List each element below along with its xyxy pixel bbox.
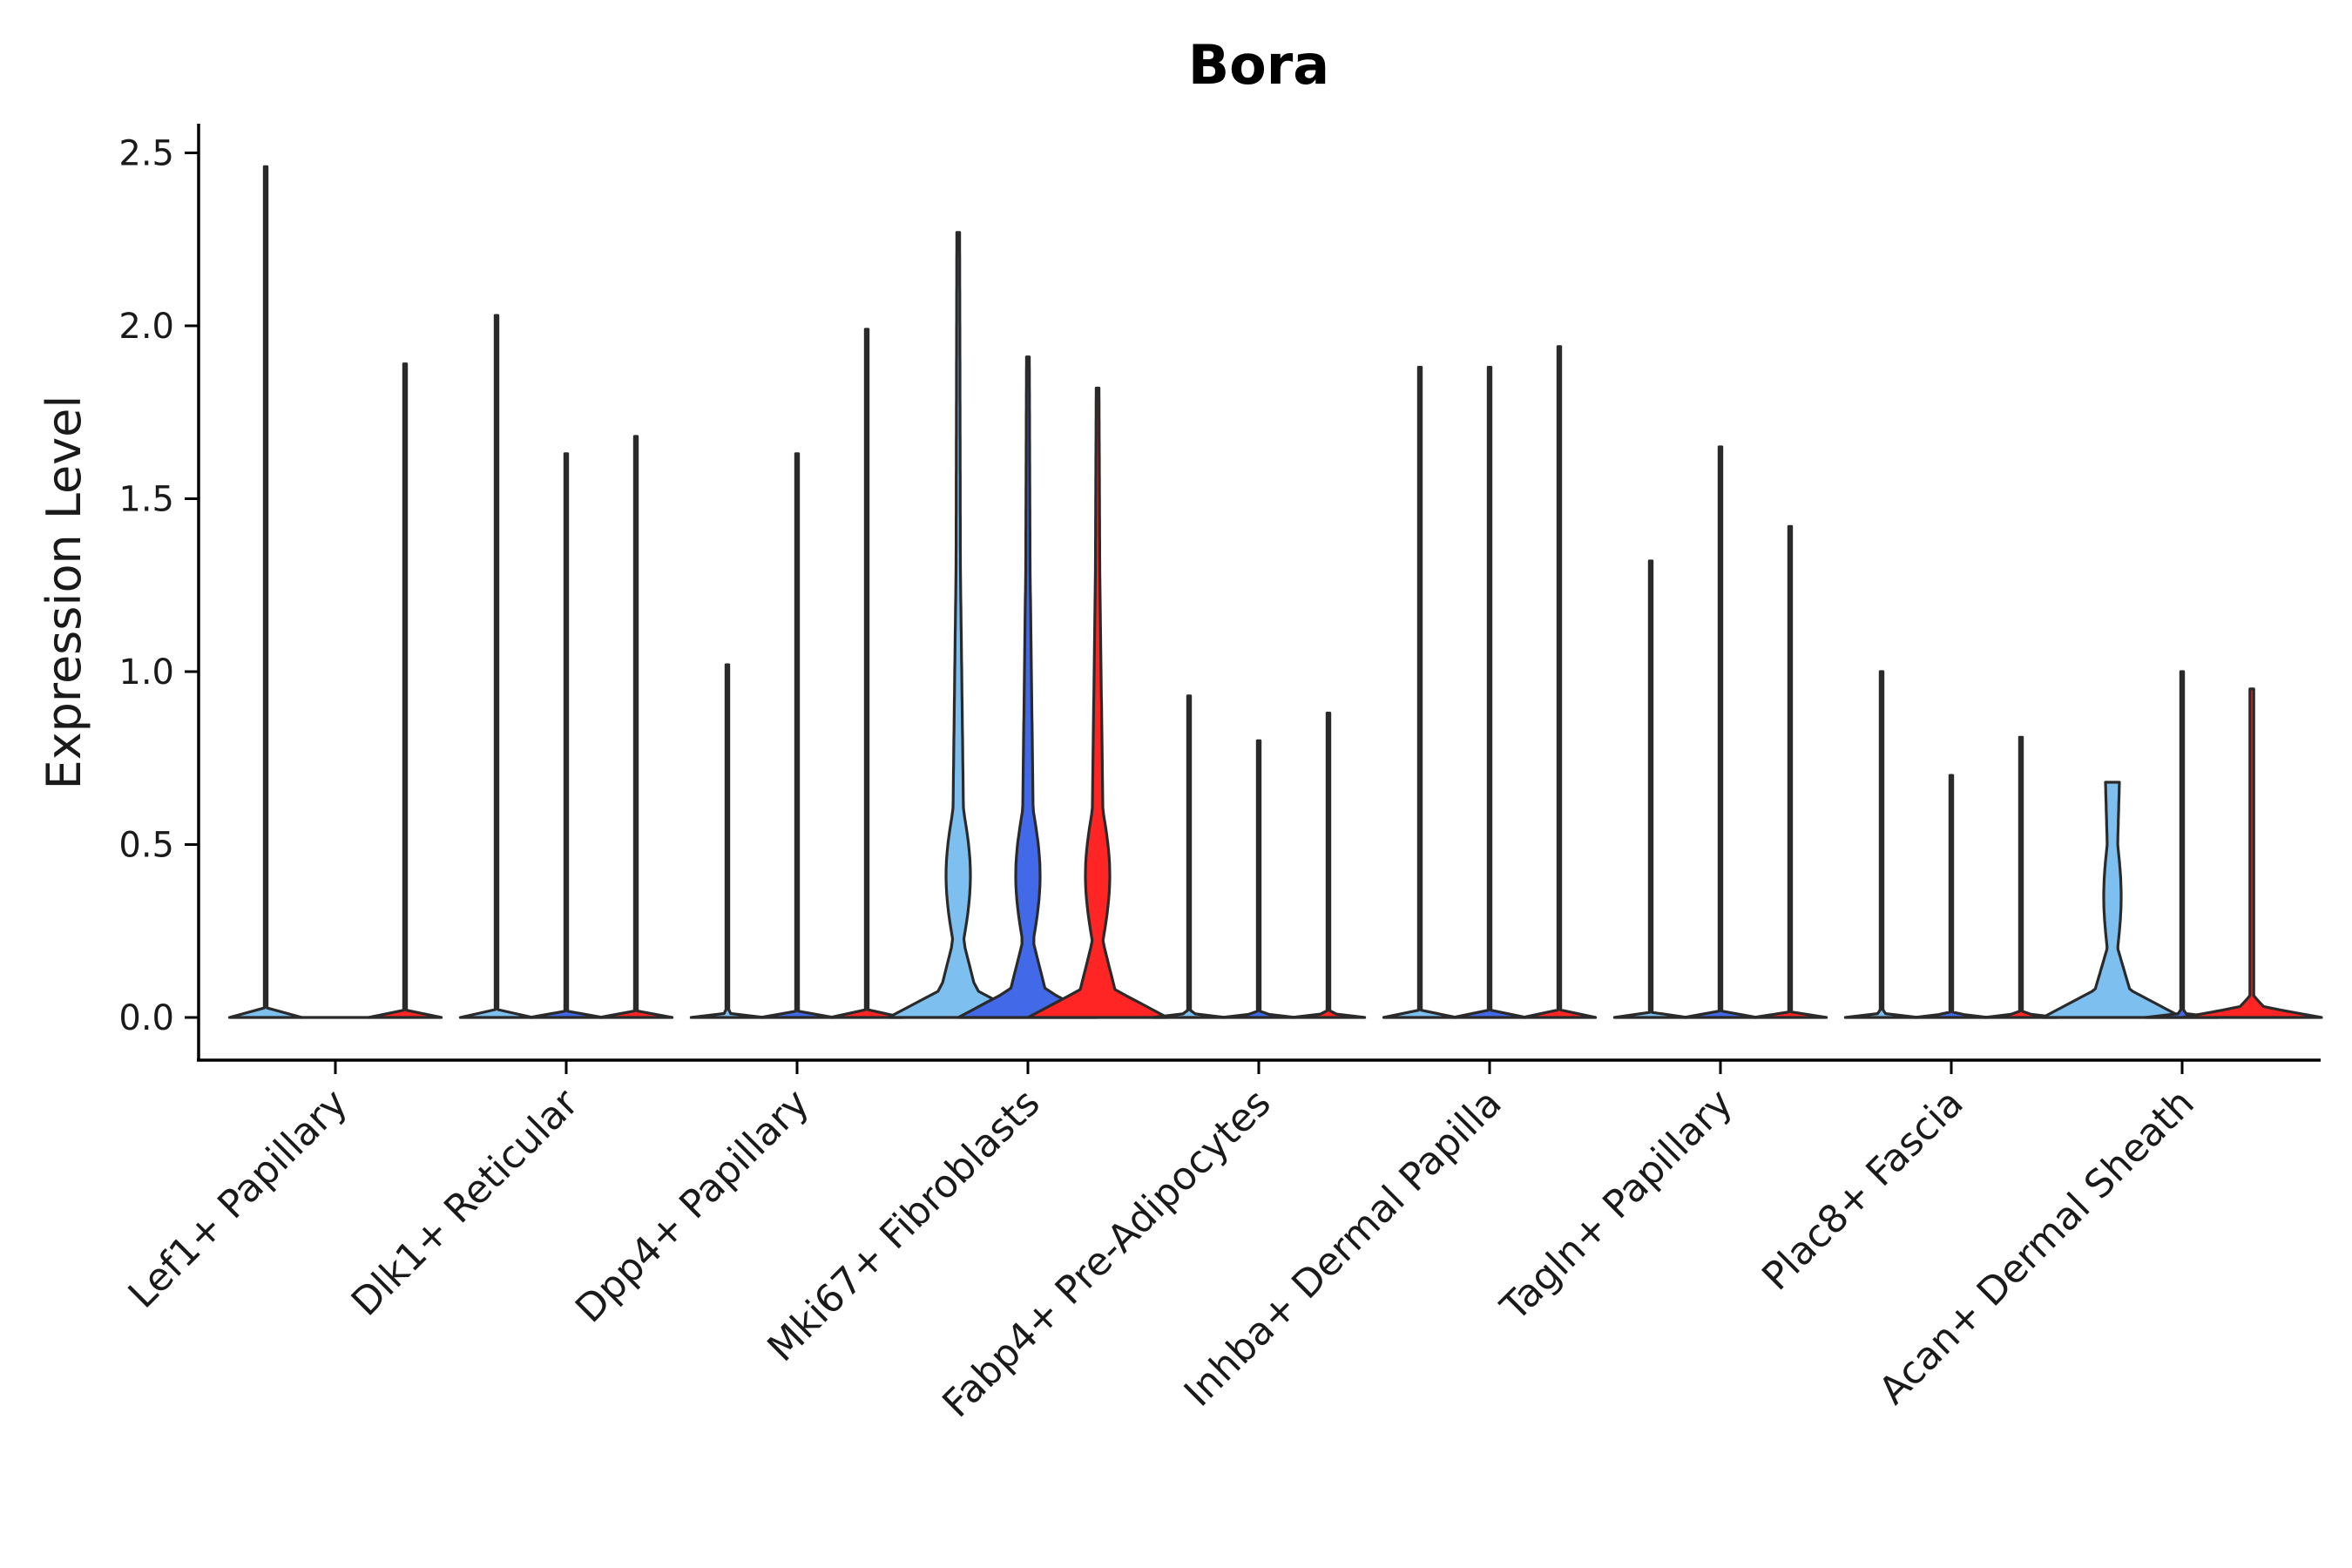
x-tick-label: Tagln+ Papillary [1492,1081,1741,1330]
violin-shape [227,165,304,1019]
y-tick-label: 1.5 [118,480,174,520]
y-axis-ticks: 0.0 0.5 1.0 1.5 2.0 2.5 [118,134,199,1038]
violin-shape [1151,694,1227,1019]
violin-shape [828,328,905,1019]
violin-shape [887,231,1030,1019]
x-tick-label: Plac8+ Fascia [1754,1081,1972,1300]
violin-shape [1752,524,1828,1019]
violin-shape [458,314,535,1019]
violin-shape [528,452,605,1019]
violin-shape [2041,781,2184,1019]
violin-shape [598,435,674,1019]
violin-shape [1983,735,2059,1019]
y-tick-label: 0.0 [118,998,174,1038]
y-tick-label: 2.5 [118,134,174,174]
violin-shape [1843,670,1920,1019]
violin-shape [1521,345,1598,1019]
violin-shape [1913,774,1990,1019]
violin-shape [956,355,1099,1019]
violin-shape [689,663,766,1019]
x-tick-label: Dlk1+ Reticular [343,1080,588,1325]
y-axis-label: Expression Level [37,395,91,790]
x-tick-label: Lef1+ Papillary [120,1081,356,1317]
violin-shape [1382,366,1458,1019]
y-tick-label: 1.0 [118,652,174,693]
violin-shape [759,452,835,1019]
violin-shape [2144,670,2220,1019]
violin-shape [2180,687,2323,1019]
y-tick-label: 0.5 [118,826,174,866]
violin-shape [1682,445,1759,1019]
violin-shape [367,362,443,1019]
violin-shape [1220,739,1297,1019]
violin-shape [1290,712,1367,1019]
violin-shape [1451,366,1528,1019]
y-tick-label: 2.0 [118,307,174,347]
violin-shape [1612,559,1689,1019]
chart-title: Bora [1188,33,1329,97]
violin-shape [1026,386,1169,1019]
x-tick-label: Dpp4+ Papillary [567,1081,818,1332]
violin-layer [227,165,2323,1019]
